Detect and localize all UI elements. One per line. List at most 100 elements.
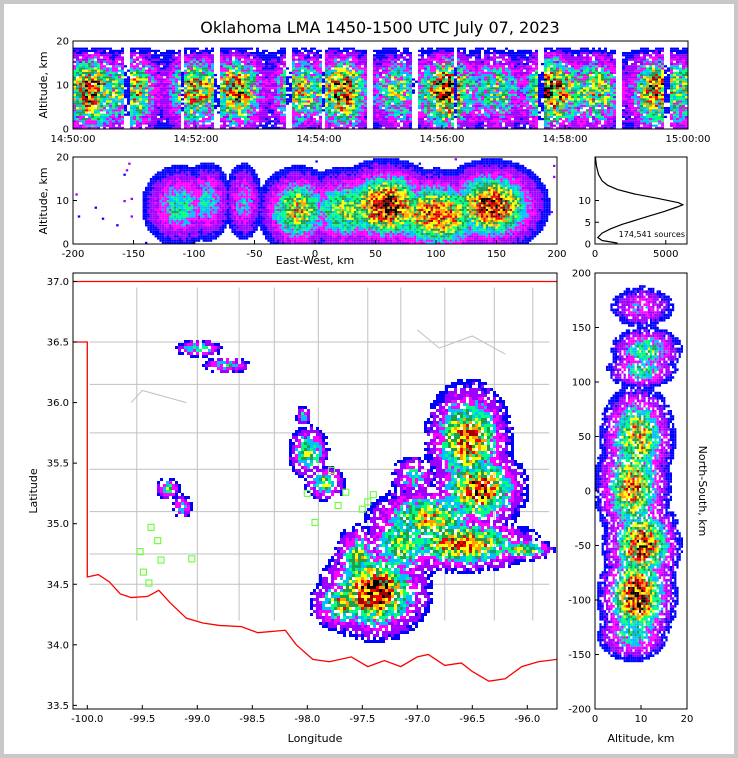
density-cell <box>313 52 316 55</box>
density-cell <box>109 80 112 83</box>
density-cell <box>313 124 316 127</box>
density-cell <box>187 85 190 88</box>
density-cell <box>151 93 154 96</box>
density-cell <box>469 85 472 88</box>
density-cell <box>277 107 280 110</box>
density-cell <box>478 102 481 105</box>
density-cell <box>421 118 424 121</box>
density-cell <box>97 71 100 74</box>
density-cell <box>145 56 148 59</box>
density-cell <box>409 89 412 92</box>
density-cell <box>76 87 79 90</box>
density-cell <box>85 82 88 85</box>
density-cell <box>502 67 505 70</box>
density-cell <box>409 109 412 112</box>
density-cell <box>523 52 526 55</box>
density-cell <box>208 124 211 127</box>
density-cell <box>307 69 310 72</box>
density-cell <box>253 93 256 96</box>
density-cell <box>145 104 148 107</box>
density-cell <box>463 93 466 96</box>
density-cell <box>433 82 436 85</box>
density-cell <box>199 91 202 94</box>
density-cell <box>298 52 301 55</box>
density-cell <box>526 122 529 125</box>
density-cell <box>313 78 316 81</box>
density-cell <box>232 76 235 79</box>
density-cell <box>130 71 133 74</box>
density-cell <box>292 85 295 88</box>
density-cell <box>199 85 202 88</box>
density-cell <box>502 56 505 59</box>
density-cell <box>178 109 181 112</box>
density-cell <box>379 82 382 85</box>
density-cell <box>166 98 169 101</box>
density-cell <box>523 63 526 66</box>
density-cell <box>442 91 445 94</box>
density-cell <box>430 102 433 105</box>
density-cell <box>91 56 94 59</box>
density-cell <box>151 124 154 127</box>
density-cell <box>133 98 136 101</box>
density-cell <box>508 58 511 61</box>
density-cell <box>448 49 451 52</box>
density-cell <box>124 91 127 94</box>
density-cell <box>142 87 145 90</box>
density-cell <box>520 82 523 85</box>
density-cell <box>88 78 91 81</box>
density-cell <box>412 78 415 81</box>
density-cell <box>337 100 340 103</box>
density-cell <box>205 76 208 79</box>
density-cell <box>493 49 496 52</box>
density-cell <box>133 111 136 114</box>
density-cell <box>472 60 475 63</box>
density-cell <box>346 109 349 112</box>
density-cell <box>148 115 151 118</box>
density-cell <box>82 113 85 116</box>
density-cell <box>85 93 88 96</box>
density-cell <box>115 85 118 88</box>
density-cell <box>382 124 385 127</box>
density-cell <box>511 56 514 59</box>
density-cell <box>337 78 340 81</box>
density-cell <box>244 93 247 96</box>
density-cell <box>157 69 160 72</box>
density-cell <box>379 91 382 94</box>
density-cell <box>334 124 337 127</box>
density-cell <box>226 54 229 57</box>
density-cell <box>382 104 385 107</box>
density-cell <box>382 80 385 83</box>
density-cell <box>460 58 463 61</box>
density-cell <box>430 96 433 99</box>
density-cell <box>343 49 346 52</box>
density-cell <box>175 65 178 68</box>
density-cell <box>448 93 451 96</box>
density-cell <box>436 85 439 88</box>
density-cell <box>400 87 403 90</box>
density-cell <box>529 82 532 85</box>
density-cell <box>91 78 94 81</box>
density-cell <box>205 102 208 105</box>
density-cell <box>409 69 412 72</box>
density-cell <box>271 102 274 105</box>
density-cell <box>430 63 433 66</box>
density-cell <box>304 65 307 68</box>
density-cell <box>466 65 469 68</box>
density-cell <box>355 109 358 112</box>
density-cell <box>256 115 259 118</box>
density-cell <box>169 89 172 92</box>
density-cell <box>91 87 94 90</box>
density-cell <box>223 56 226 59</box>
density-cell <box>313 69 316 72</box>
density-cell <box>376 93 379 96</box>
density-cell <box>175 78 178 81</box>
density-cell <box>244 126 247 129</box>
density-cell <box>262 58 265 61</box>
density-cell <box>187 60 190 63</box>
density-cell <box>409 102 412 105</box>
density-cell <box>487 52 490 55</box>
density-cell <box>493 65 496 68</box>
density-cell <box>169 124 172 127</box>
density-cell <box>457 54 460 57</box>
density-cell <box>277 100 280 103</box>
